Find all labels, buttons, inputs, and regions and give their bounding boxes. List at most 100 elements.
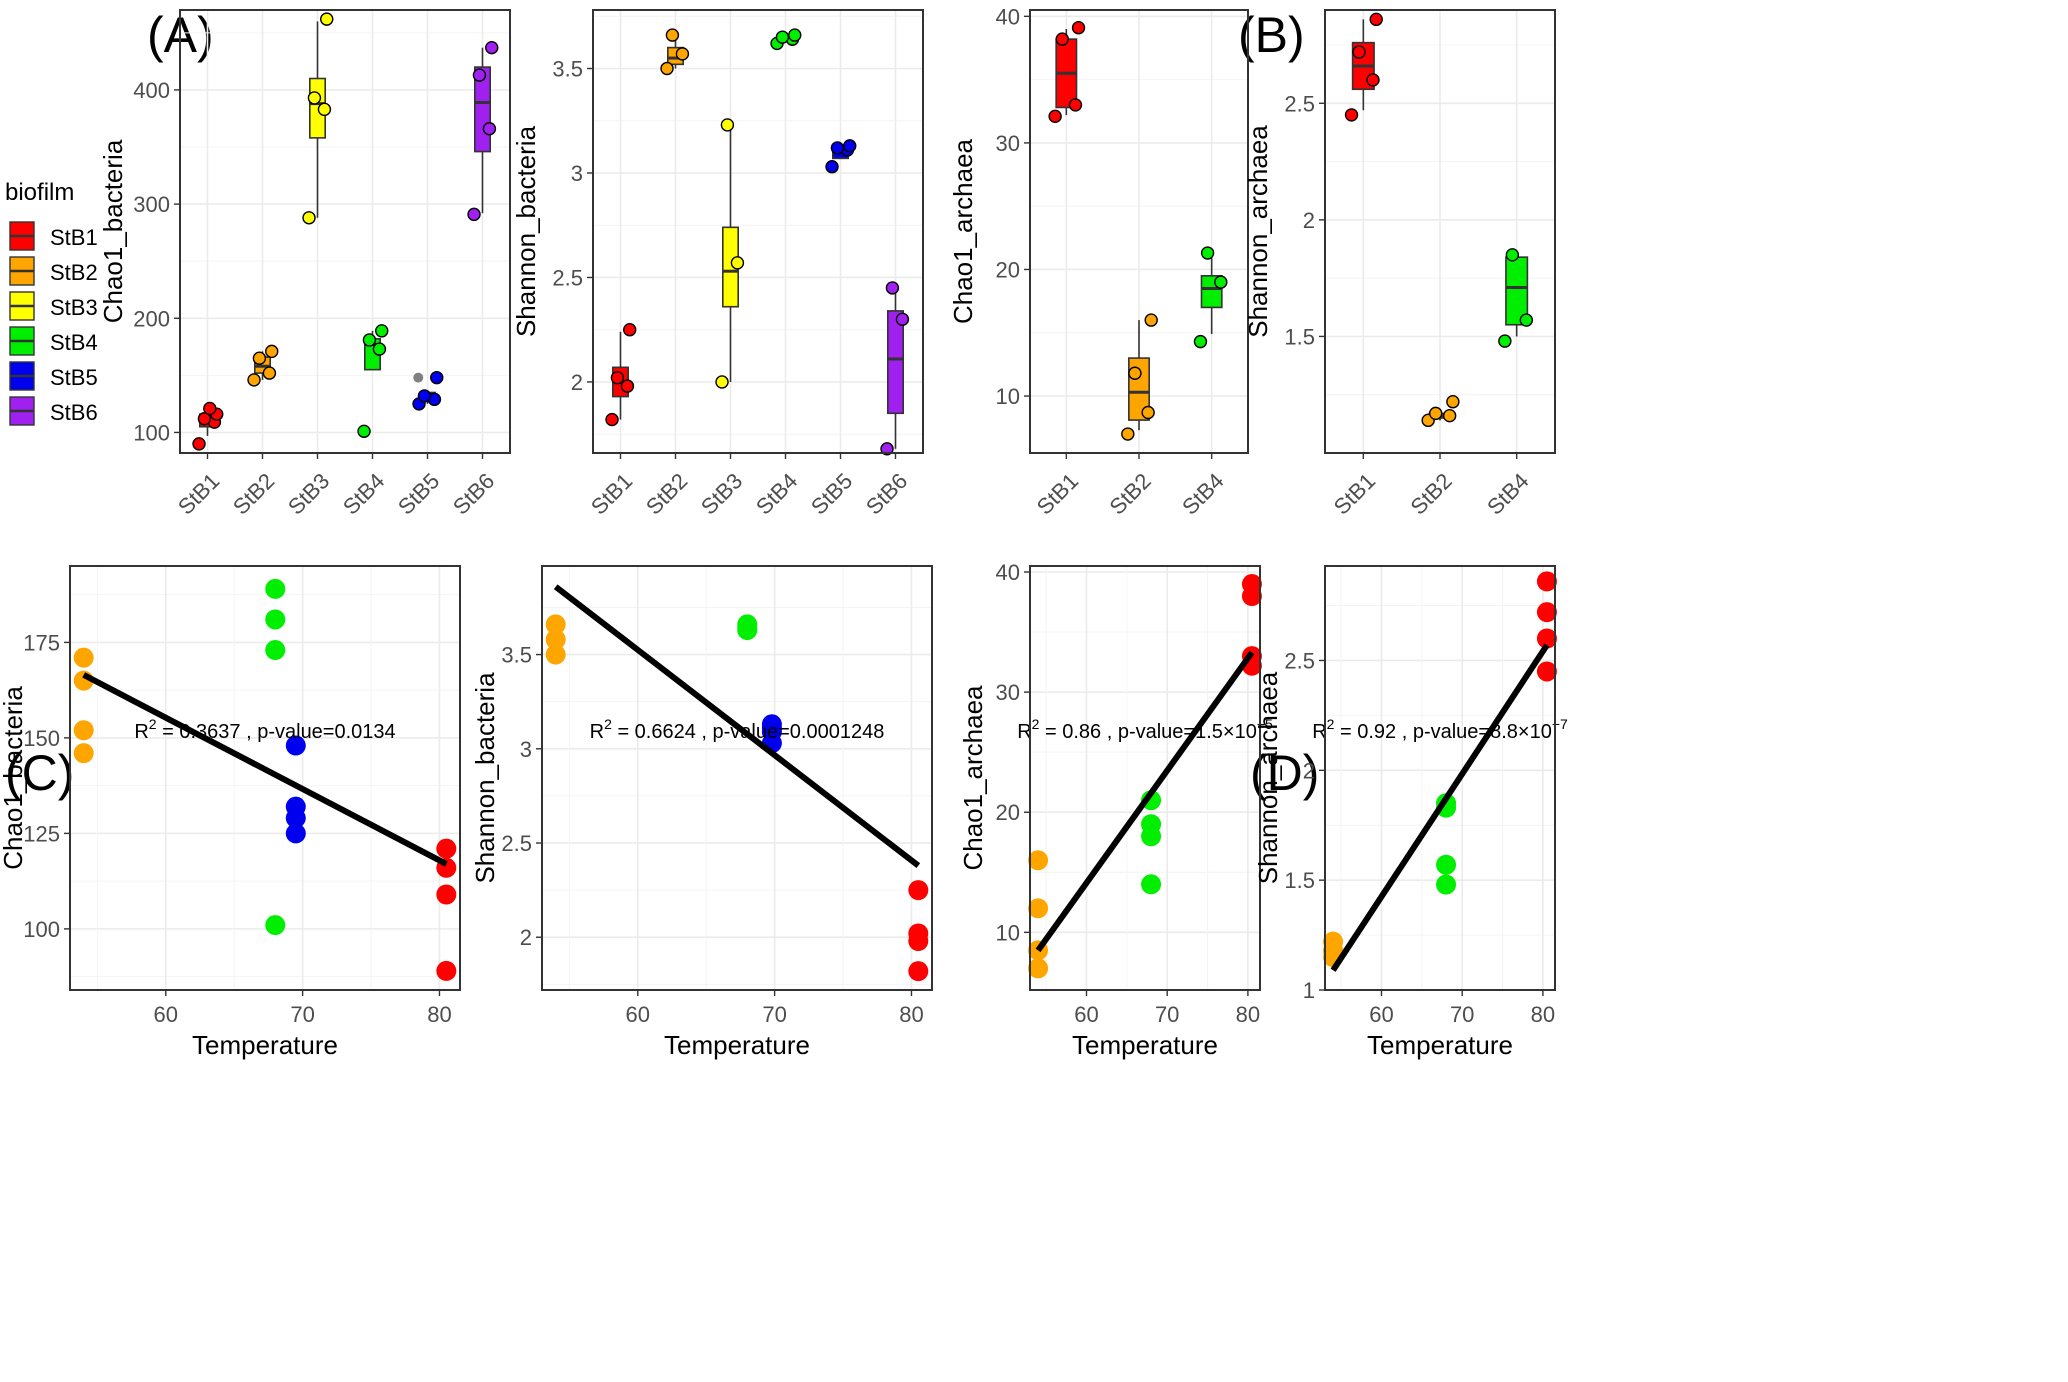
plot-frame	[179, 9, 511, 454]
box-stb6	[467, 40, 499, 222]
y-axis-title: Shannon_bacteria	[470, 672, 500, 884]
y-tick-label: 2.5	[552, 265, 583, 290]
box-stb3	[715, 118, 745, 389]
panel-title: R2 = 0.86 , p-value=1.5×10−5	[1017, 716, 1273, 743]
x-tick-label: StB6	[861, 468, 912, 519]
box-stb3	[302, 12, 334, 225]
data-point	[307, 91, 322, 105]
box-stb2	[247, 344, 279, 387]
y-tick-label: 1	[1303, 978, 1315, 1003]
scatter-point-stb1	[1536, 602, 1557, 623]
x-tick-label: StB2	[641, 468, 692, 519]
box-stb6	[880, 281, 910, 456]
regression-line	[1035, 650, 1255, 953]
data-point	[482, 122, 497, 136]
y-tick-label: 100	[23, 917, 60, 942]
x-tick-label: 80	[1531, 1002, 1555, 1027]
title-stats: = 0.3637 , p-value=0.0134	[157, 721, 396, 743]
y-tick-label: 175	[23, 630, 60, 655]
y-tick-label: 2	[1303, 758, 1315, 783]
panel-title: R2 = 0.6624 , p-value=0.0001248	[590, 716, 885, 743]
scatter-point-stb1	[436, 838, 457, 859]
data-point	[605, 412, 619, 427]
box-stb5	[825, 139, 857, 174]
plot-a2: StB1 StB2 StB3 StB4 StB5 StB6 2 2.5 3 3.5 Shannon_…	[511, 9, 924, 520]
data-point	[417, 389, 432, 403]
title-r: R	[590, 721, 604, 743]
plot-c1: 60 70 80 Temperature R2 = 0.3637 , p-value=0…	[0, 565, 461, 1060]
data-point	[843, 139, 857, 153]
data-point	[660, 61, 674, 76]
x-tick-label: 60	[154, 1002, 178, 1027]
panel-title: R2 = 0.3637 , p-value=0.0134	[134, 716, 395, 743]
plot-frame	[592, 9, 924, 454]
x-tick-label: StB1	[1032, 468, 1083, 519]
y-axis-title: Chao1_bacteria	[98, 139, 128, 323]
legend-item-stb4: StB4	[9, 326, 98, 356]
scatter-point-stb4	[1436, 874, 1457, 895]
box-stb1	[1048, 21, 1086, 124]
title-sup: 2	[604, 716, 612, 732]
x-tick-label: 80	[427, 1002, 451, 1027]
title-sup: 2	[149, 716, 157, 732]
data-point	[885, 281, 900, 295]
plot-frame	[1324, 9, 1556, 454]
x-tick-label: 80	[1236, 1002, 1260, 1027]
plot-frame	[1029, 565, 1261, 991]
scatter-point-stb1	[1241, 586, 1262, 607]
data-point	[372, 342, 387, 356]
y-axis-title: Shannon_archaea	[1253, 671, 1283, 884]
data-point	[1344, 108, 1359, 122]
x-tick-label: StB1	[1329, 468, 1380, 519]
scatter-point-stb4	[1141, 874, 1162, 895]
plot-a1: StB1 StB2 StB3 StB4 StB5 StB6 100 200 300 400 Chao…	[98, 9, 511, 520]
y-tick-label: 100	[133, 420, 170, 445]
plot-d1: 60 70 80 Temperature R2 = 0.86 , p-value=1.5…	[958, 560, 1273, 1060]
data-point	[197, 412, 212, 426]
data-point	[1429, 406, 1443, 421]
y-axis-title: Shannon_bacteria	[511, 125, 541, 337]
data-point	[1200, 246, 1215, 260]
scatter-point-stb1	[436, 884, 457, 905]
box-stb4	[770, 28, 802, 51]
data-point	[467, 207, 481, 222]
y-tick-label: 300	[133, 192, 170, 217]
scatter-point-stb1	[436, 960, 457, 981]
scatter-point-stb2	[73, 743, 94, 764]
y-axis-title: Chao1_bacteria	[0, 686, 28, 870]
x-tick-label: StB3	[696, 468, 747, 519]
data-point	[192, 437, 206, 451]
x-tick-label: 80	[899, 1002, 923, 1027]
scatter-point-stb2	[73, 720, 94, 741]
y-tick-label: 3.5	[552, 57, 583, 82]
data-point	[1071, 21, 1086, 35]
x-tick-label: StB2	[1104, 468, 1155, 519]
box-stb1	[605, 323, 637, 427]
y-tick-label: 200	[133, 306, 170, 331]
data-point	[1366, 73, 1380, 87]
box-body	[886, 310, 904, 415]
legend-item-stb6: StB6	[9, 396, 98, 426]
data-point	[1055, 32, 1069, 46]
legend-label: StB4	[50, 330, 98, 355]
plot-frame	[541, 565, 933, 991]
y-axis-title: Chao1_archaea	[958, 685, 988, 871]
title-r: R	[1312, 721, 1326, 743]
scatter-point-stb4	[1141, 826, 1162, 847]
scatter-point-stb4	[265, 609, 286, 630]
y-tick-label: 2.5	[1284, 648, 1315, 673]
data-point	[1369, 12, 1383, 27]
data-point	[247, 373, 261, 387]
scatter-point-stb1	[908, 961, 929, 982]
legend-item-stb3: StB3	[9, 291, 98, 321]
x-tick-label: StB4	[338, 468, 389, 519]
box-stb4	[357, 324, 389, 439]
x-axis-title: Temperature	[664, 1030, 810, 1060]
legend-label: StB5	[50, 365, 98, 390]
x-tick-label: 70	[1155, 1002, 1179, 1027]
data-point	[320, 12, 334, 26]
data-point	[375, 324, 389, 338]
